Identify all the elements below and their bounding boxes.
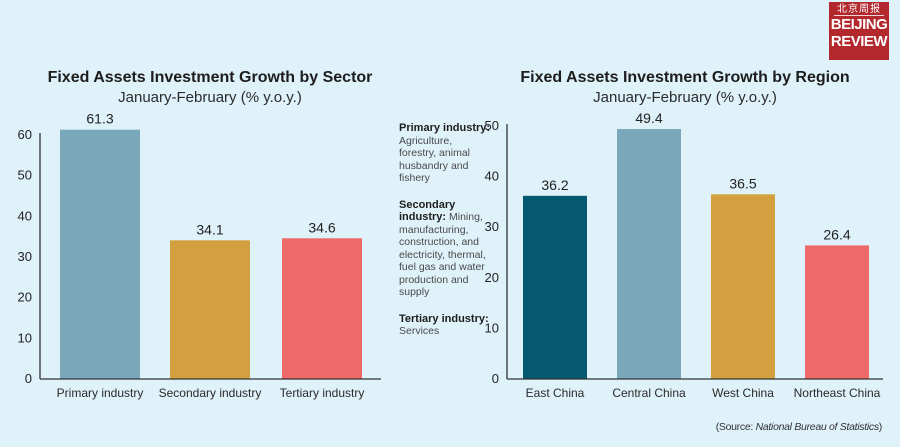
logo-chinese-text: 北京周报 xyxy=(834,2,884,16)
bar-secondary-industry xyxy=(170,240,250,379)
note-primary: Primary industry: Agriculture, forestry,… xyxy=(399,122,491,185)
bar-central-china xyxy=(617,129,681,379)
sector-chart-subtitle: January-February (% y.o.y.) xyxy=(118,89,302,106)
bar-west-china xyxy=(711,194,775,379)
x-tick-label: Secondary industry xyxy=(159,386,262,400)
logo-line-2: REVIEW xyxy=(830,33,888,50)
note-desc: Services xyxy=(399,325,440,337)
x-tick-label: West China xyxy=(712,386,774,400)
note-term: Primary industry: xyxy=(399,122,491,134)
y-tick-label: 40 xyxy=(485,169,499,184)
y-tick-label: 30 xyxy=(18,249,32,264)
bar-value-label: 61.3 xyxy=(86,111,113,127)
note-term: Tertiary industry: xyxy=(399,312,489,325)
bar-value-label: 36.5 xyxy=(729,175,756,191)
note-desc: Agriculture, forestry, animal husbandry … xyxy=(399,134,470,185)
x-tick-label: Northeast China xyxy=(794,386,881,400)
y-tick-label: 0 xyxy=(25,371,32,386)
x-tick-label: Tertiary industry xyxy=(280,386,365,400)
bar-primary-industry xyxy=(60,129,140,379)
bar-east-china xyxy=(523,195,587,379)
y-tick-label: 30 xyxy=(485,219,499,234)
y-tick-label: 50 xyxy=(18,168,32,183)
y-tick-label: 10 xyxy=(18,330,32,345)
bar-value-label: 36.2 xyxy=(541,177,568,193)
y-tick-label: 60 xyxy=(18,127,32,142)
source-name: National Bureau of Statistics xyxy=(755,421,880,433)
x-tick-label: East China xyxy=(526,386,585,400)
note-tertiary: Tertiary industry: Services xyxy=(399,313,491,338)
y-tick-label: 50 xyxy=(485,118,499,133)
x-tick-label: Primary industry xyxy=(57,386,144,400)
y-tick-label: 20 xyxy=(485,270,499,285)
region-chart-title: Fixed Assets Investment Growth by Region xyxy=(520,69,850,86)
bar-value-label: 49.4 xyxy=(635,110,662,126)
logo-line-1: BEIJING xyxy=(830,16,888,33)
bar-tertiary-industry xyxy=(282,238,362,379)
bar-value-label: 34.6 xyxy=(308,219,335,235)
y-tick-label: 10 xyxy=(485,320,499,335)
sector-chart-title: Fixed Assets Investment Growth by Sector xyxy=(47,69,373,86)
bar-value-label: 26.4 xyxy=(823,226,850,242)
beijing-review-logo: 北京周报 BEIJING REVIEW xyxy=(829,2,889,60)
note-desc: Mining, manufacturing, construction, and… xyxy=(399,211,486,298)
region-chart-subtitle: January-February (% y.o.y.) xyxy=(593,89,777,106)
source-note: (Source: National Bureau of Statistics) xyxy=(715,421,883,433)
note-term: Secondary industry: xyxy=(399,198,456,224)
note-secondary: Secondary industry: Mining, manufacturin… xyxy=(399,199,491,299)
y-tick-label: 40 xyxy=(18,208,32,223)
y-tick-label: 20 xyxy=(18,290,32,305)
source-prefix: (Source: xyxy=(715,421,756,433)
industry-definitions: Primary industry: Agriculture, forestry,… xyxy=(399,122,491,352)
y-tick-label: 0 xyxy=(492,371,499,386)
bar-value-label: 34.1 xyxy=(196,221,223,237)
x-tick-label: Central China xyxy=(612,386,686,400)
source-suffix: ) xyxy=(878,421,883,433)
bar-northeast-china xyxy=(805,245,869,379)
